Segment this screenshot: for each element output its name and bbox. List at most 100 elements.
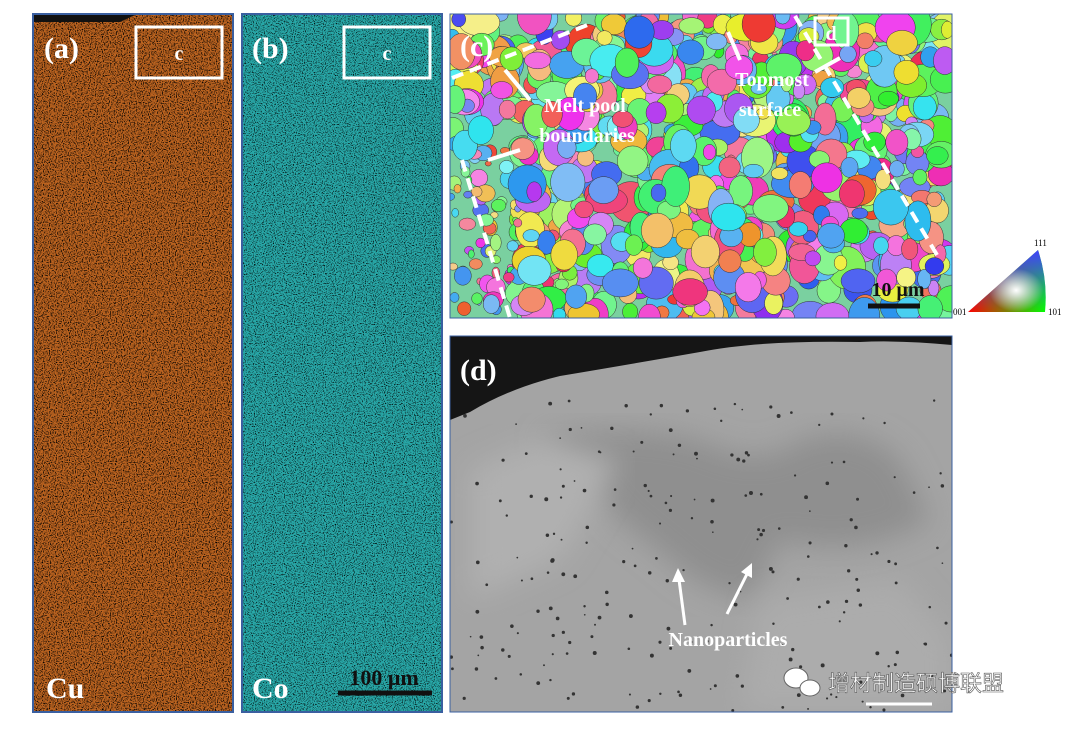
grain [614,47,640,78]
particle [568,640,572,645]
particle [929,673,934,678]
particle [678,693,683,697]
particle [605,602,609,607]
particle [806,555,810,558]
particle [583,604,586,608]
grain [661,165,690,207]
particle [507,654,511,658]
grain [499,46,524,71]
grain [872,189,909,226]
grain [550,162,586,202]
particle [647,699,651,703]
particle [551,653,554,656]
scale-bar-label: 10 μm [872,279,925,301]
element-label: Cu [46,672,84,705]
particle [561,484,565,488]
particle [736,457,741,462]
grain [912,169,928,186]
particle [632,450,635,453]
annotation: boundaries [539,125,635,147]
grain [753,237,777,267]
particle [559,437,562,440]
grain [815,302,850,318]
panel-frame [449,335,953,713]
particle [664,501,668,505]
top-edge [34,15,135,22]
grain [893,60,920,85]
particle [804,495,808,500]
grain [788,171,812,199]
particle [776,414,781,418]
grain [622,302,638,318]
particle [519,673,523,676]
particle [543,664,545,667]
particle [943,689,947,693]
particle [561,630,565,634]
ipf-label: 001 [953,307,967,317]
particle [940,484,945,488]
grain [450,33,476,70]
grain [552,307,566,318]
ipf-legend: 111 001 101 [953,238,1062,317]
grain [732,107,760,134]
grain [941,20,952,39]
particle [894,562,898,566]
grain [792,83,806,100]
particle [668,508,673,512]
particle [759,532,763,537]
particle [649,494,653,498]
grain [764,291,784,315]
grain [450,85,466,114]
particle [450,520,453,524]
particle [859,680,863,684]
grain [926,191,942,207]
particle [875,651,880,656]
grain [672,278,708,306]
ipf-triangle [968,250,1046,312]
particle [516,632,519,635]
grain [647,75,673,94]
grain [875,169,891,190]
grain [840,268,876,294]
particle [818,423,821,427]
grain [467,115,494,145]
grain [540,430,930,600]
particle [756,538,759,541]
particle [655,557,658,560]
particle [474,667,479,671]
grain [573,82,597,110]
grain [468,249,475,259]
particle [536,681,541,686]
particle [825,697,829,700]
grain [876,268,897,292]
particle [677,443,682,448]
grain [851,207,869,219]
particle [856,497,860,501]
particle [759,492,763,496]
grain [690,235,720,269]
particle [793,474,797,477]
grain [522,229,540,242]
particle [777,527,781,530]
grain [471,292,483,305]
particle [647,571,652,575]
particle [463,413,467,418]
particle [594,623,596,626]
top-void [450,336,952,420]
particle [710,623,713,627]
particle [894,581,898,585]
grain [550,239,578,271]
particle [849,518,853,522]
grain [506,240,519,252]
particle [549,678,552,682]
annotation: Topmost [735,69,809,91]
particle [883,421,886,425]
grain [454,266,472,286]
boundary-line [451,22,591,80]
grain [641,212,674,249]
particle [475,609,480,614]
grain [586,254,614,277]
grain [624,234,643,256]
particle [628,693,632,696]
grain [817,222,845,249]
